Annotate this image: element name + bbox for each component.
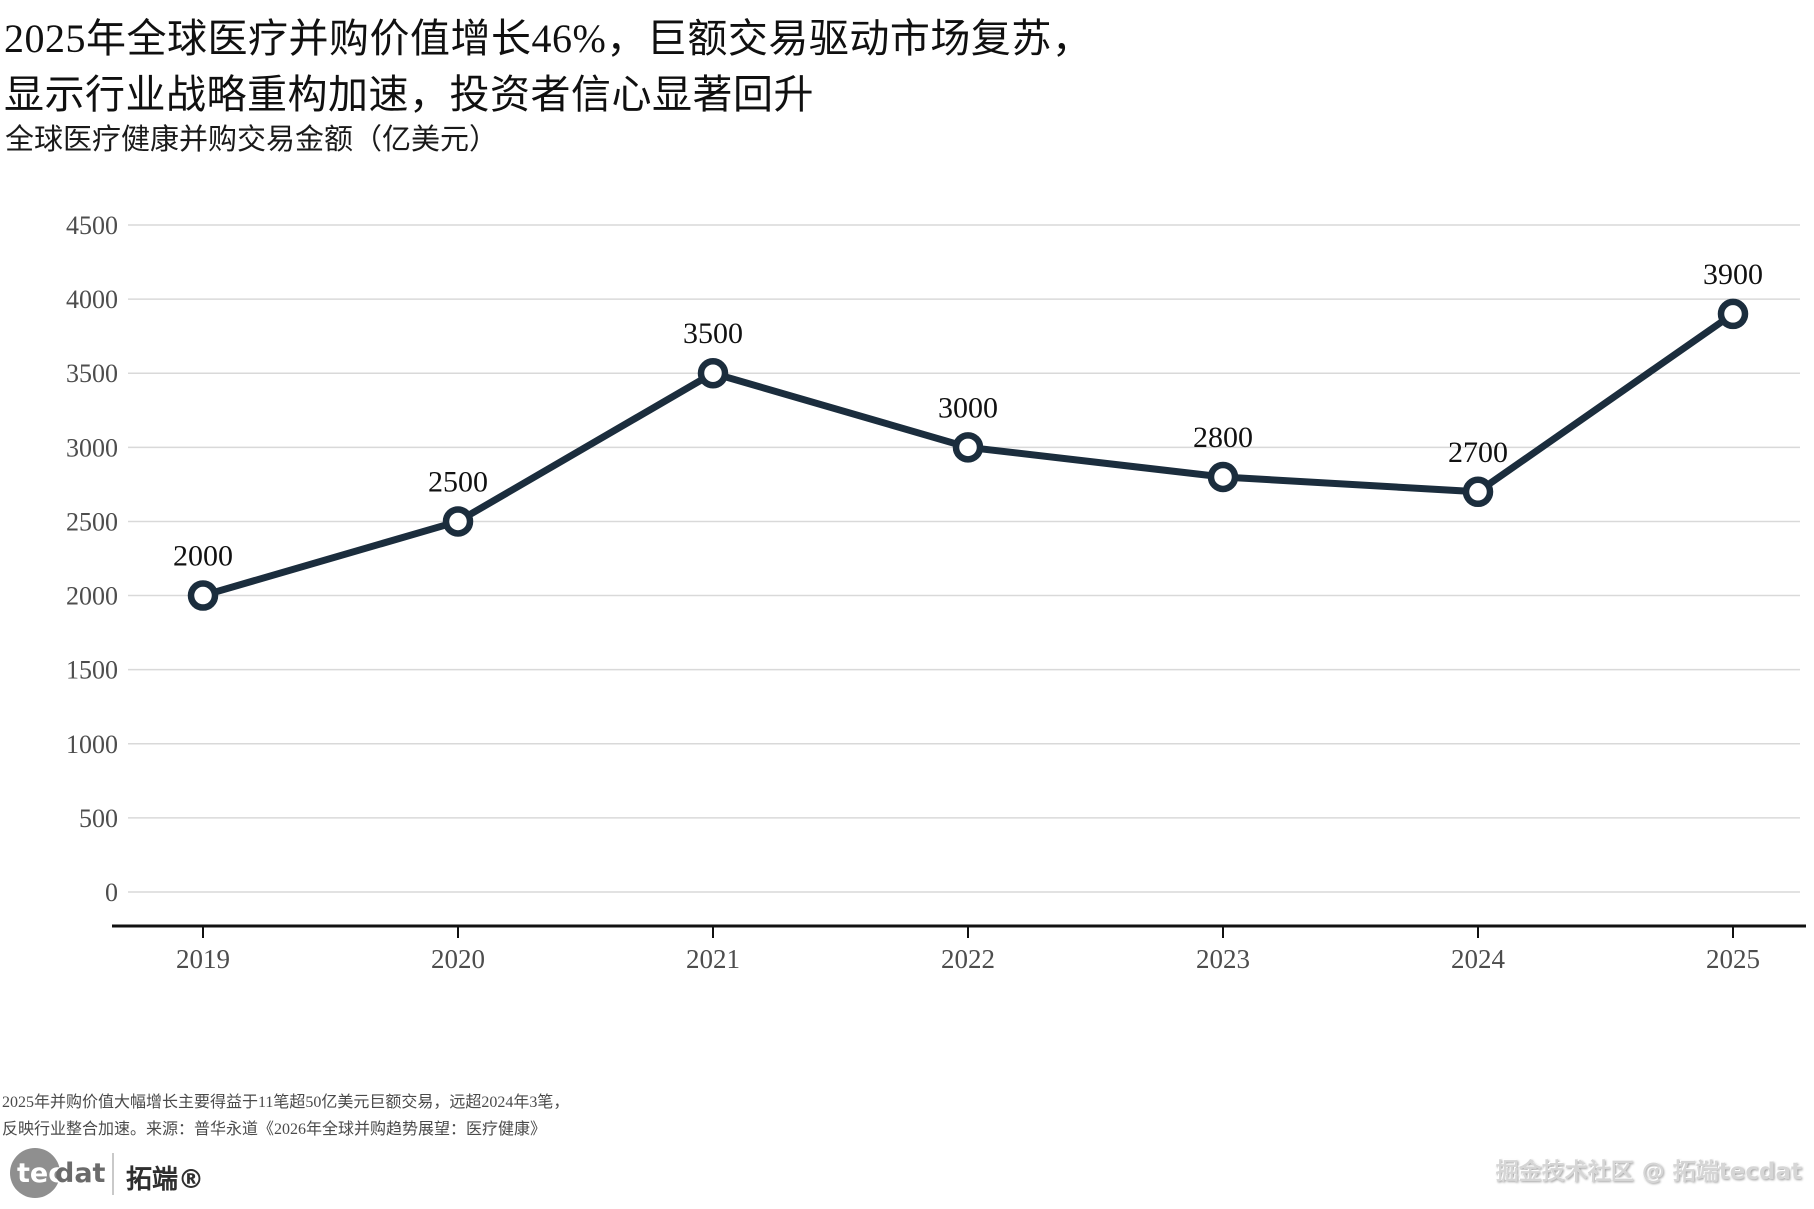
data-point-label: 3500 (683, 317, 743, 350)
logo-brand-text: 拓端® (126, 1165, 205, 1195)
page-title-line2: 显示行业战略重构加速，投资者信心显著回升 (4, 72, 814, 117)
data-point (187, 580, 219, 611)
logo-dat-text: dat (55, 1158, 106, 1189)
y-tick-label: 4500 (66, 211, 118, 240)
data-point (1207, 461, 1239, 493)
chart-subtitle: 全球医疗健康并购交易金额（亿美元） (5, 124, 499, 156)
x-tick-label: 2019 (176, 944, 230, 974)
data-point (442, 506, 474, 537)
logo-circle (10, 1148, 60, 1198)
logo-divider (112, 1153, 114, 1195)
x-tick-label: 2024 (1451, 944, 1506, 974)
footnote-line1: 2025年并购价值大幅增长主要得益于11笔超50亿美元巨额交易，远超2024年3… (2, 1094, 570, 1111)
x-tick-label: 2020 (431, 944, 485, 974)
page-title-line1: 2025年全球医疗并购价值增长46%，巨额交易驱动市场复苏， (4, 16, 1093, 61)
footnote-line2: 反映行业整合加速。来源：普华永道《2026年全球并购趋势展望：医疗健康》 (2, 1121, 547, 1138)
data-point (952, 432, 984, 463)
x-tick-label: 2021 (686, 944, 740, 974)
data-point-label: 2700 (1448, 436, 1508, 469)
data-point-label: 3000 (938, 391, 998, 424)
x-tick-label: 2025 (1706, 944, 1760, 974)
logo-tec-text: tec (17, 1158, 65, 1189)
data-point-label: 2800 (1193, 421, 1253, 454)
data-point (1462, 476, 1494, 508)
data-point-label: 3900 (1703, 258, 1763, 291)
tecdat-logo: tec dat 拓端® (8, 1146, 308, 1204)
watermark: 掘金技术社区 @ 拓端tecdat (1495, 1159, 1802, 1185)
y-tick-label: 3000 (66, 433, 118, 462)
y-tick-label: 500 (79, 804, 118, 833)
data-point (697, 357, 729, 389)
data-point (1717, 298, 1749, 330)
data-point-label: 2000 (173, 540, 233, 573)
y-tick-label: 2000 (66, 582, 118, 611)
data-point-label: 2500 (428, 465, 488, 498)
y-tick-label: 1000 (66, 730, 118, 759)
y-tick-label: 1500 (66, 656, 118, 685)
y-tick-label: 2500 (66, 507, 118, 536)
y-tick-label: 0 (105, 878, 118, 907)
x-tick-label: 2023 (1196, 944, 1250, 974)
line-chart: 0 500 1000 1500 2000 2500 3000 3500 4000 4500 2019… (66, 211, 1806, 974)
y-tick-label: 4000 (66, 285, 118, 314)
y-tick-label: 3500 (66, 359, 118, 388)
x-tick-label: 2022 (941, 944, 995, 974)
